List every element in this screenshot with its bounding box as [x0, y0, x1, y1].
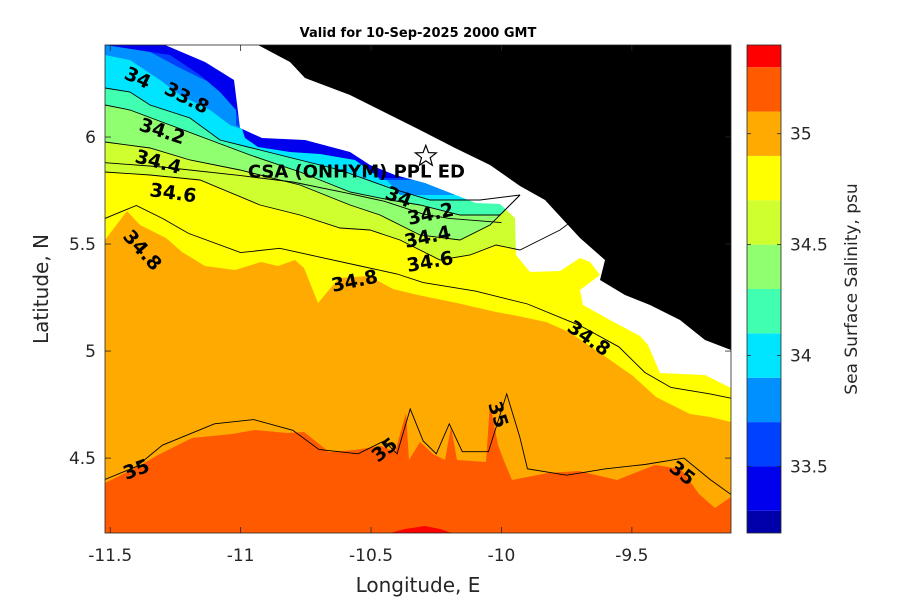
land-region: [258, 45, 731, 350]
colorbar-swatch: [747, 510, 781, 533]
y-tick-label: 5: [85, 342, 96, 362]
colorbar-frame: [746, 44, 782, 534]
x-tick-label: -11.5: [88, 546, 132, 566]
colorbar-swatch: [747, 466, 781, 511]
band-35.2-35.4: [390, 526, 452, 533]
colorbar-tick-label: 35: [790, 125, 812, 145]
contour-34.8: [105, 205, 731, 399]
colorbar-swatch: [747, 289, 781, 334]
plot-area: 34 33.8 34.2 34.4 34.6 34.8 34 34.2 34.4…: [105, 45, 731, 533]
colorbar-label: Sea Surface Salinity, psu: [842, 183, 862, 394]
colorbar-swatch: [747, 200, 781, 245]
colorbar-swatch: [747, 155, 781, 201]
y-axis-label: Latitude, N: [29, 234, 53, 344]
y-axis: 4.5 5 5.5 6: [69, 128, 731, 469]
x-tick-label: -9.5: [615, 546, 648, 566]
colorbar-swatch: [747, 45, 781, 68]
colorbar-swatch: [747, 333, 781, 378]
colorbar-tick-label: 34.5: [790, 236, 828, 256]
chart-title: Valid for 10-Sep-2025 2000 GMT: [300, 26, 537, 41]
x-tick-label: -11: [227, 546, 255, 566]
colorbar-swatch: [747, 377, 781, 423]
colorbar-tick-label: 34: [790, 347, 812, 367]
colorbar: 33.5 34 34.5 35: [747, 45, 828, 533]
colorbar-swatch: [747, 67, 781, 112]
x-tick-label: -10: [488, 546, 516, 566]
site-label: CSA (ONHYM) PPL ED: [248, 161, 465, 182]
y-tick-label: 4.5: [69, 449, 96, 469]
contour-lines: [105, 87, 731, 495]
x-axis: -11.5 -11 -10.5 -10 -9.5: [88, 45, 648, 566]
contour-34.2: [105, 141, 521, 241]
colorbar-swatch: [747, 244, 781, 289]
x-tick-label: -10.5: [349, 546, 393, 566]
x-axis-label: Longitude, E: [356, 573, 481, 597]
site-star-marker: [413, 143, 438, 167]
y-tick-label: 6: [85, 128, 96, 148]
y-tick-label: 5.5: [69, 235, 96, 255]
contour-34.6: [105, 162, 502, 224]
contour-34.4: [105, 171, 601, 261]
contour-33.8: [105, 87, 521, 201]
plot-frame: [104, 44, 732, 534]
colorbar-tick-label: 33.5: [790, 457, 828, 477]
contour-34: [105, 104, 521, 216]
colorbar-swatch: [747, 111, 781, 156]
colorbar-swatch: [747, 422, 781, 467]
contour-35: [105, 392, 731, 495]
